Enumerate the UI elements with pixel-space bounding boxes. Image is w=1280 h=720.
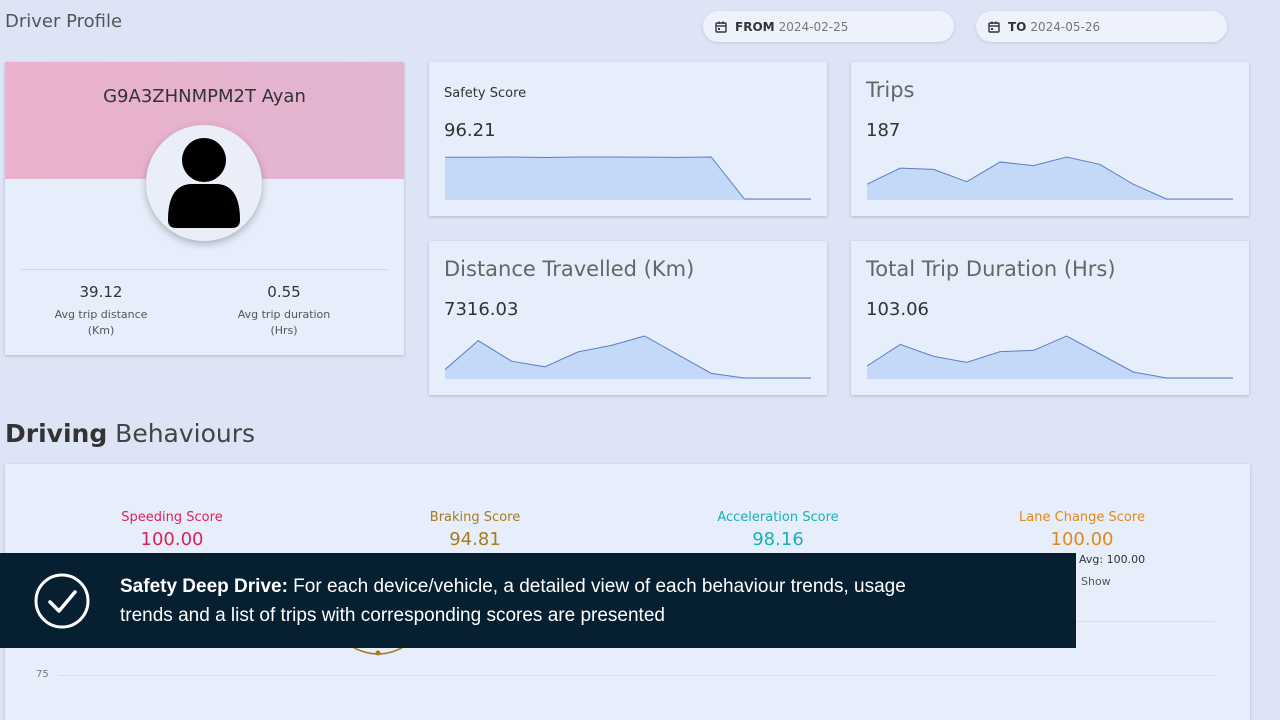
page-title: Driver Profile — [5, 11, 123, 32]
calendar-icon — [988, 21, 1000, 33]
distance-travelled-sparkline — [445, 335, 811, 379]
avg-trip-duration-label: Avg trip duration (Hrs) — [237, 308, 331, 337]
calendar-icon — [715, 21, 727, 33]
safety-score-value: 96.21 — [444, 120, 496, 141]
check-circle-icon — [34, 573, 90, 628]
braking-score-label: Braking Score — [429, 510, 521, 525]
braking-score[interactable]: Braking Score 94.81 — [375, 510, 575, 550]
trip-duration-card[interactable]: Total Trip Duration (Hrs) 103.06 — [851, 241, 1249, 395]
lane-change-score-value: 100.00 — [1050, 529, 1114, 550]
speeding-score-value: 100.00 — [140, 529, 204, 550]
grid-line — [58, 675, 1215, 676]
date-from-value: 2024-02-25 — [778, 19, 849, 34]
trips-value: 187 — [866, 120, 901, 141]
speeding-score[interactable]: Speeding Score 100.00 — [72, 510, 272, 550]
trips-card[interactable]: Trips 187 — [851, 62, 1249, 216]
date-from-label: FROM — [735, 19, 775, 34]
acceleration-score-label: Acceleration Score — [717, 510, 839, 525]
profile-card: G9A3ZHNMPM2T Ayan 39.12 Avg trip distanc… — [5, 62, 404, 355]
trip-duration-value: 103.06 — [866, 299, 929, 320]
avg-trip-distance-label: Avg trip distance (Km) — [54, 308, 148, 337]
average-score-label: Avg: 100.00 — [1079, 553, 1146, 566]
distance-travelled-title: Distance Travelled (Km) — [444, 257, 695, 281]
acceleration-score[interactable]: Acceleration Score 98.16 — [678, 510, 878, 550]
trips-sparkline-area — [867, 157, 1233, 200]
safety-score-card[interactable]: Safety Score 96.21 — [429, 62, 827, 216]
avg-trip-duration-value: 0.55 — [267, 283, 301, 301]
acceleration-score-value: 98.16 — [752, 529, 804, 550]
safety-score-sparkline — [445, 156, 811, 200]
distance-travelled-value: 7316.03 — [444, 299, 519, 320]
user-avatar-icon — [168, 138, 240, 228]
trips-title: Trips — [866, 78, 915, 102]
speeding-score-label: Speeding Score — [121, 510, 223, 525]
y-axis-tick: 75 — [36, 669, 49, 680]
divider — [21, 269, 388, 270]
date-from-picker[interactable]: FROM 2024-02-25 — [703, 11, 954, 42]
avg-trip-distance-value: 39.12 — [79, 283, 123, 301]
distance-travelled-card[interactable]: Distance Travelled (Km) 7316.03 — [429, 241, 827, 395]
section-heading-driving-behaviours: Driving Behaviours — [5, 419, 256, 448]
trip-duration-sparkline — [867, 335, 1233, 379]
safety-score-title: Safety Score — [444, 86, 527, 101]
avatar — [146, 125, 262, 241]
lane-change-score[interactable]: Lane Change Score 100.00 — [982, 510, 1182, 550]
braking-score-value: 94.81 — [449, 529, 501, 550]
date-to-value: 2024-05-26 — [1030, 19, 1101, 34]
duration-sparkline-line — [867, 335, 1233, 379]
trip-duration-title: Total Trip Duration (Hrs) — [866, 257, 1116, 281]
trips-sparkline — [867, 156, 1233, 200]
distance-sparkline-line — [445, 335, 811, 379]
distance-sparkline-area — [445, 336, 811, 379]
duration-sparkline-area — [867, 336, 1233, 379]
driver-name: G9A3ZHNMPM2T Ayan — [103, 86, 306, 107]
trips-sparkline-line — [867, 156, 1233, 200]
avg-trip-distance-stat: 39.12 Avg trip distance (Km) — [26, 283, 176, 339]
avg-trip-duration-stat: 0.55 Avg trip duration (Hrs) — [209, 283, 359, 339]
date-to-picker[interactable]: TO 2024-05-26 — [976, 11, 1227, 42]
toast-message: Safety Deep Drive: For each device/vehic… — [120, 572, 950, 630]
show-button[interactable]: Show — [1081, 575, 1111, 588]
feature-toast: Safety Deep Drive: For each device/vehic… — [0, 553, 1076, 648]
safety-sparkline-area — [445, 157, 811, 200]
safety-sparkline-line — [445, 156, 811, 200]
date-to-label: TO — [1008, 19, 1027, 34]
toast-body: For each device/vehicle, a detailed view… — [120, 575, 906, 626]
lane-change-score-label: Lane Change Score — [1019, 510, 1145, 525]
toast-title: Safety Deep Drive: — [120, 575, 288, 597]
